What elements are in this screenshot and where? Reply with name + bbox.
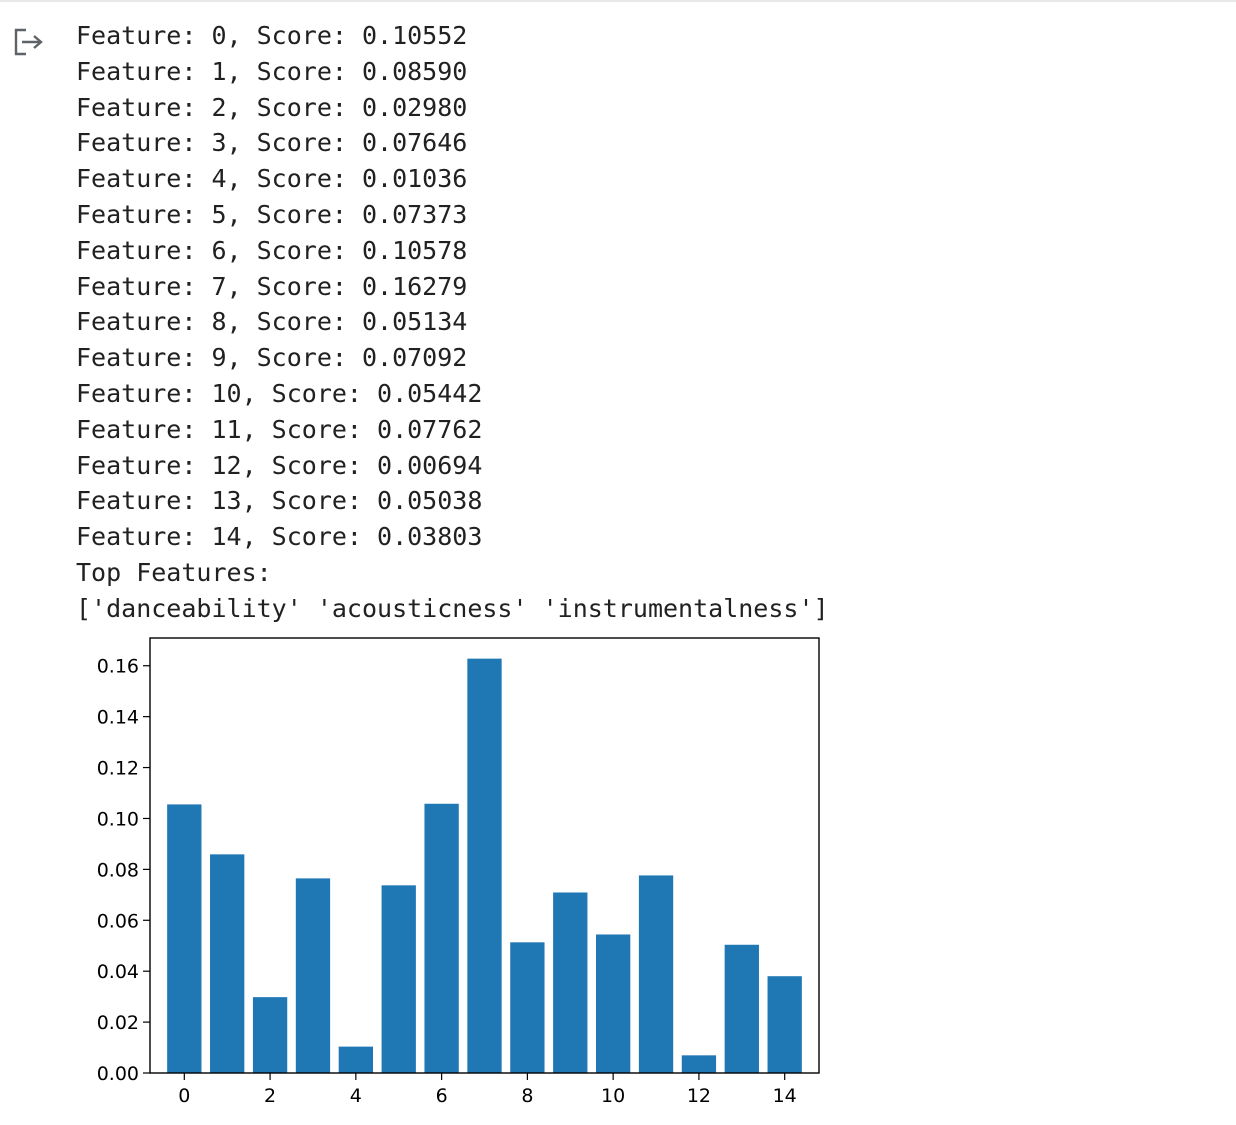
bar [638,875,674,1073]
bar [295,878,331,1073]
bar [424,803,459,1073]
output-line: Feature: 2, Score: 0.02980 [76,92,468,122]
bar [767,976,802,1073]
cell-top-border [0,0,1236,2]
feature-importance-chart: 0.00 0.02 0.04 0.06 0.08 0.10 0.12 0.14 0.16 0 2 4 6… [60,630,840,1120]
y-tick-label: 0.16 [97,656,139,678]
x-tick-label: 12 [687,1085,711,1107]
bar [467,658,502,1073]
cell-output-text: Feature: 0, Score: 0.10552 Feature: 1, Sc… [76,18,829,627]
top-features-heading: Top Features: [76,557,272,587]
x-tick-label: 6 [436,1085,448,1107]
x-tick-label: 0 [178,1085,190,1107]
y-tick-label: 0.04 [97,961,139,983]
x-tick-label: 2 [264,1085,276,1107]
bar-chart-svg: 0.00 0.02 0.04 0.06 0.08 0.10 0.12 0.14 0.16 0 2 4 6… [97,637,820,1107]
output-line: Feature: 13, Score: 0.05038 [76,486,483,516]
bar [510,942,545,1073]
output-line: Feature: 14, Score: 0.03803 [76,522,483,552]
plot-frame [149,637,820,1074]
y-tick-label: 0.12 [97,758,139,780]
output-line: Feature: 12, Score: 0.00694 [76,450,483,480]
output-line: Feature: 5, Score: 0.07373 [76,199,468,229]
output-redirect-icon[interactable] [14,28,46,56]
output-line: Feature: 4, Score: 0.01036 [76,164,468,194]
output-line: Feature: 0, Score: 0.10552 [76,21,468,50]
bar [167,804,202,1073]
bar [553,892,588,1073]
output-line: Feature: 6, Score: 0.10578 [76,235,468,265]
output-line: Feature: 10, Score: 0.05442 [76,378,483,408]
output-line: Feature: 8, Score: 0.05134 [76,307,468,337]
output-line: Feature: 11, Score: 0.07762 [76,414,483,444]
bar [381,885,416,1073]
y-tick-label: 0.14 [97,707,139,729]
y-tick-label: 0.02 [97,1012,139,1034]
y-tick-label: 0.10 [97,808,139,830]
top-features-list: ['danceability' 'acousticness' 'instrume… [76,593,829,623]
y-tick-label: 0.08 [97,859,139,881]
bar [338,1046,373,1073]
x-tick-label: 14 [773,1085,797,1107]
output-line: Feature: 7, Score: 0.16279 [76,271,468,301]
bar [681,1055,717,1073]
output-line: Feature: 9, Score: 0.07092 [76,343,468,373]
output-line: Feature: 3, Score: 0.07646 [76,128,468,158]
bar [596,934,631,1073]
bar [210,854,245,1073]
x-tick-label: 10 [601,1085,625,1107]
bar [252,997,288,1073]
output-line: Feature: 1, Score: 0.08590 [76,56,468,86]
y-tick-label: 0.06 [97,910,139,932]
bar [724,944,759,1073]
y-tick-label: 0.00 [97,1063,139,1085]
x-tick-label: 8 [521,1085,533,1107]
x-tick-label: 4 [350,1085,362,1107]
